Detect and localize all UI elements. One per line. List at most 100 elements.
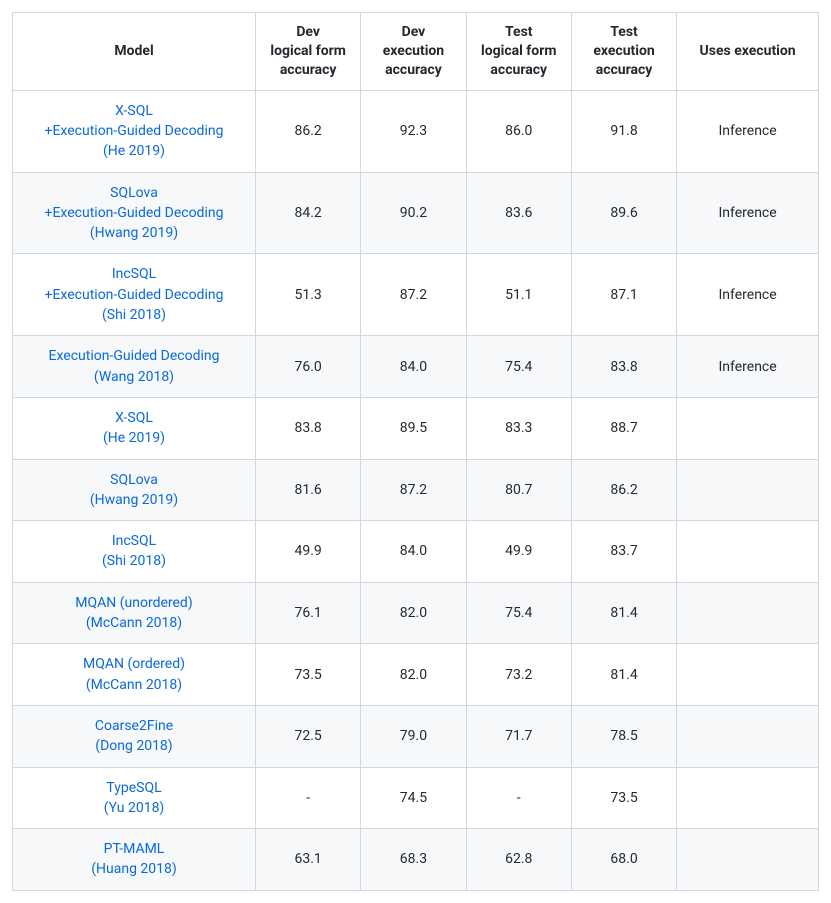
dev-lf-cell: 72.5 [256,705,361,767]
test-ex-cell: 89.6 [571,172,676,254]
table-row: MQAN (ordered)(McCann 2018)73.582.073.28… [13,644,819,706]
model-cell[interactable]: IncSQL(Shi 2018) [13,521,256,583]
test-ex-cell: 83.8 [571,336,676,398]
dev-lf-cell: 51.3 [256,254,361,336]
model-link-line: (He 2019) [25,141,243,161]
model-link[interactable]: X-SQL(He 2019) [25,408,243,449]
test-lf-cell: 49.9 [466,521,571,583]
model-link[interactable]: Coarse2Fine(Dong 2018) [25,716,243,757]
dev-ex-cell: 84.0 [361,336,466,398]
model-link-line: (Yu 2018) [25,798,243,818]
model-cell[interactable]: MQAN (unordered)(McCann 2018) [13,582,256,644]
model-link[interactable]: X-SQL+Execution-Guided Decoding(He 2019) [25,101,243,162]
model-cell[interactable]: TypeSQL(Yu 2018) [13,767,256,829]
model-link[interactable]: SQLova+Execution-Guided Decoding(Hwang 2… [25,183,243,244]
col-dev-ex: Devexecutionaccuracy [361,13,466,91]
uses-execution-cell: Inference [677,90,819,172]
model-cell[interactable]: X-SQL(He 2019) [13,397,256,459]
model-link-line: (Hwang 2019) [25,490,243,510]
test-ex-cell: 86.2 [571,459,676,521]
dev-lf-cell: 81.6 [256,459,361,521]
dev-ex-cell: 87.2 [361,459,466,521]
test-ex-cell: 91.8 [571,90,676,172]
col-label: Model [114,43,153,59]
test-lf-cell: 83.6 [466,172,571,254]
model-cell[interactable]: Execution-Guided Decoding(Wang 2018) [13,336,256,398]
model-link-line: (Huang 2018) [25,859,243,879]
col-label: Devexecutionaccuracy [383,24,444,78]
table-row: SQLova(Hwang 2019) 81.687.280.786.2 [13,459,819,521]
model-link[interactable]: TypeSQL(Yu 2018) [25,778,243,819]
uses-execution-cell [677,829,819,891]
uses-execution-cell [677,397,819,459]
test-ex-cell: 78.5 [571,705,676,767]
model-link-line: +Execution-Guided Decoding [25,285,243,305]
model-link[interactable]: IncSQL(Shi 2018) [25,531,243,572]
model-link-line: (Dong 2018) [25,736,243,756]
uses-execution-cell [677,582,819,644]
test-ex-cell: 73.5 [571,767,676,829]
model-link-line: +Execution-Guided Decoding [25,121,243,141]
model-link-line: TypeSQL [25,778,243,798]
model-link[interactable]: PT-MAML(Huang 2018) [25,839,243,880]
model-cell[interactable]: PT-MAML(Huang 2018) [13,829,256,891]
dev-lf-cell: 73.5 [256,644,361,706]
uses-execution-cell [677,767,819,829]
dev-lf-cell: 76.0 [256,336,361,398]
dev-ex-cell: 84.0 [361,521,466,583]
table-row: MQAN (unordered)(McCann 2018)76.182.075.… [13,582,819,644]
model-link-line: IncSQL [25,531,243,551]
model-link[interactable]: MQAN (ordered)(McCann 2018) [25,654,243,695]
dev-lf-cell: - [256,767,361,829]
col-label: Uses execution [700,43,796,59]
model-link-line: (Wang 2018) [25,367,243,387]
dev-ex-cell: 82.0 [361,582,466,644]
test-lf-cell: 73.2 [466,644,571,706]
test-ex-cell: 87.1 [571,254,676,336]
test-lf-cell: 83.3 [466,397,571,459]
test-lf-cell: 80.7 [466,459,571,521]
test-lf-cell: 62.8 [466,829,571,891]
test-ex-cell: 68.0 [571,829,676,891]
model-link-line: PT-MAML [25,839,243,859]
model-link-line: (Hwang 2019) [25,223,243,243]
model-link-line: (He 2019) [25,428,243,448]
dev-lf-cell: 86.2 [256,90,361,172]
model-link[interactable]: MQAN (unordered)(McCann 2018) [25,593,243,634]
model-link-line: X-SQL [25,408,243,428]
model-link-line: Execution-Guided Decoding [25,346,243,366]
dev-ex-cell: 90.2 [361,172,466,254]
model-link-line: X-SQL [25,101,243,121]
dev-ex-cell: 87.2 [361,254,466,336]
uses-execution-cell: Inference [677,172,819,254]
col-label: Testlogical formaccuracy [481,24,556,78]
model-cell[interactable]: SQLova(Hwang 2019) [13,459,256,521]
model-link[interactable]: SQLova(Hwang 2019) [25,470,243,511]
dev-ex-cell: 82.0 [361,644,466,706]
test-lf-cell: 51.1 [466,254,571,336]
model-link[interactable]: Execution-Guided Decoding(Wang 2018) [25,346,243,387]
table-row: Coarse2Fine(Dong 2018)72.579.071.778.5 [13,705,819,767]
col-dev-lf: Devlogical formaccuracy [256,13,361,91]
table-row: SQLova+Execution-Guided Decoding(Hwang 2… [13,172,819,254]
uses-execution-cell [677,459,819,521]
model-link-line: SQLova [25,183,243,203]
col-uses-exec: Uses execution [677,13,819,91]
model-link[interactable]: IncSQL+Execution-Guided Decoding(Shi 201… [25,264,243,325]
dev-ex-cell: 79.0 [361,705,466,767]
model-cell[interactable]: IncSQL+Execution-Guided Decoding(Shi 201… [13,254,256,336]
table-body: X-SQL+Execution-Guided Decoding(He 2019)… [13,90,819,890]
model-link-line: (Shi 2018) [25,551,243,571]
test-ex-cell: 88.7 [571,397,676,459]
model-cell[interactable]: Coarse2Fine(Dong 2018) [13,705,256,767]
model-cell[interactable]: SQLova+Execution-Guided Decoding(Hwang 2… [13,172,256,254]
model-cell[interactable]: X-SQL+Execution-Guided Decoding(He 2019) [13,90,256,172]
model-cell[interactable]: MQAN (ordered)(McCann 2018) [13,644,256,706]
dev-ex-cell: 89.5 [361,397,466,459]
model-link-line: MQAN (unordered) [25,593,243,613]
model-link-line: MQAN (ordered) [25,654,243,674]
table-row: X-SQL+Execution-Guided Decoding(He 2019)… [13,90,819,172]
dev-lf-cell: 83.8 [256,397,361,459]
model-link-line: (McCann 2018) [25,613,243,633]
dev-ex-cell: 74.5 [361,767,466,829]
